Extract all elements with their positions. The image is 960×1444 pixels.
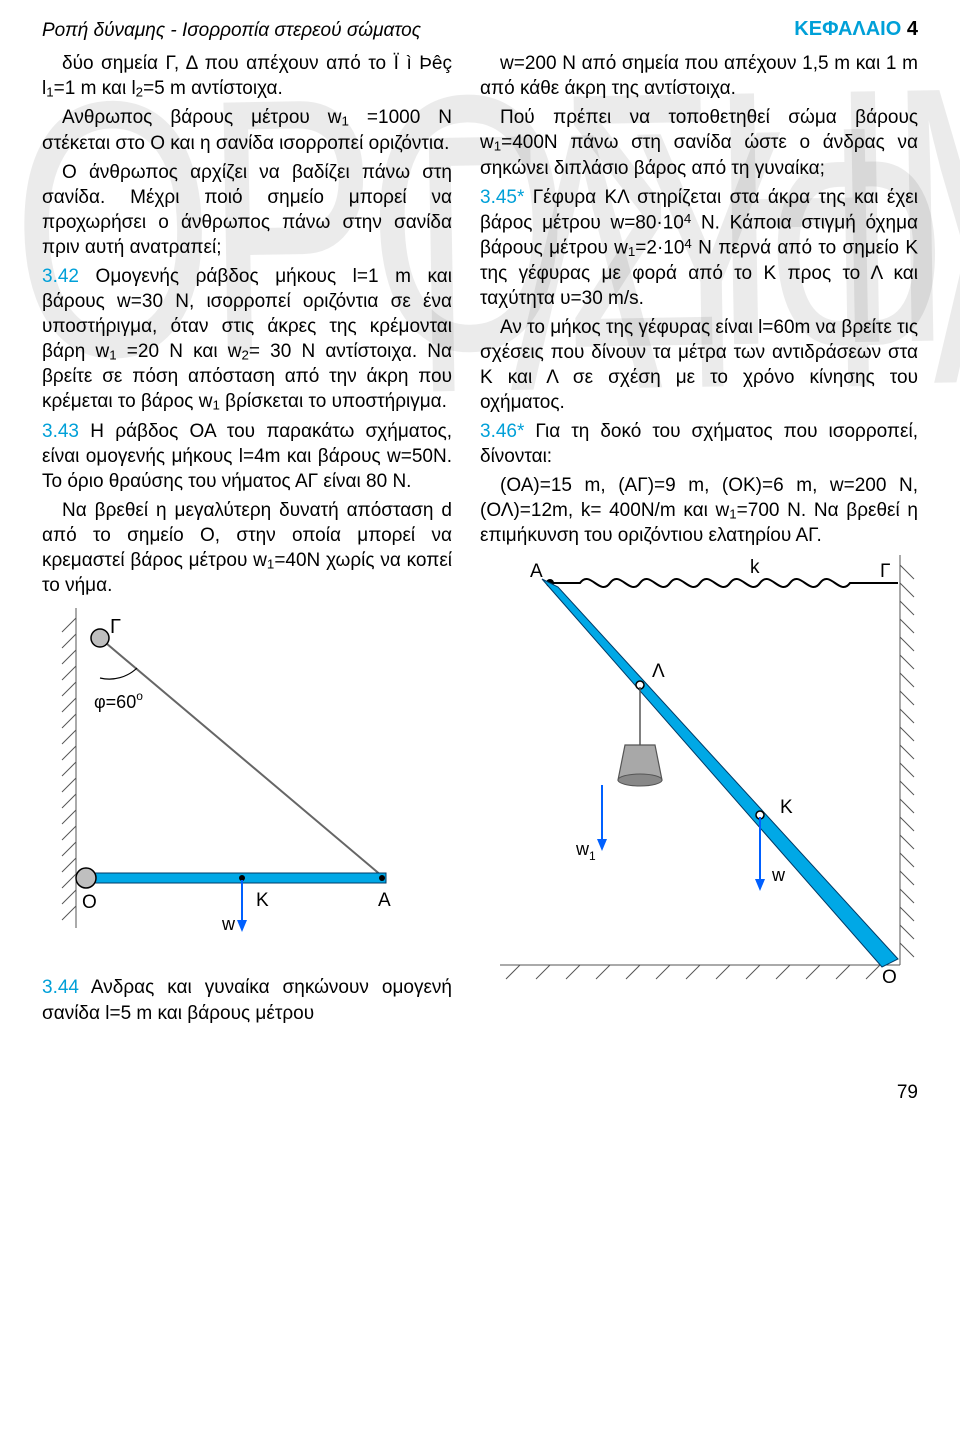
label-K: Κ — [780, 797, 793, 818]
t: =1 m και l — [54, 78, 136, 99]
label-A: A — [378, 890, 391, 911]
t: Η ράβδος ΟΑ του παρακάτω σχήματος, είναι… — [42, 421, 452, 492]
label-O: Ο — [882, 967, 897, 985]
label-w: w — [771, 865, 786, 885]
q-number: 3.46* — [480, 421, 524, 442]
label-K: K — [256, 890, 269, 911]
q345-e: Αν το μήκος της γέφυρας είναι l=60m να β… — [480, 315, 918, 415]
t: βρίσκεται το υποστήριγμα. — [220, 391, 447, 412]
chapter-number: 4 — [907, 18, 918, 40]
label-gamma: Γ — [110, 616, 121, 638]
two-column-body: ΟΡΟΣΗΜΟ ΓΛΥΦΑΔΑΣ δύο σημεία Γ, Δ που απέ… — [42, 51, 918, 1030]
running-head: Ροπή δύναμης - Ισορροπία στερεού σώματος — [42, 18, 918, 43]
left-para-1: δύο σημεία Γ, Δ που απέχουν από το Ï ì Þ… — [42, 51, 452, 101]
page: Ροπή δύναμης - Ισορροπία στερεού σώματος… — [0, 0, 960, 1145]
left-para-2: Ανθρωπος βάρους μέτρου w1 =1000 Ν στέκετ… — [42, 105, 452, 155]
t: =5 m αντίστοιχα. — [143, 78, 283, 99]
label-w1: w1 — [575, 839, 596, 863]
t: Για τη δοκό του σχήματος που ισορροπεί, … — [480, 421, 918, 467]
t: =400Ν πάνω στη σανίδα ώστε ο άνδρας να σ… — [480, 132, 918, 178]
q-number: 3.44 — [42, 977, 79, 998]
q346-b: (ΟΑ)=15 m, (ΑΓ)=9 m, (ΟΚ)=6 m, w=200 N, … — [480, 473, 918, 548]
figure-right: A k Γ Ο Λ — [480, 555, 918, 992]
q346: 3.46* Για τη δοκό του σχήματος που ισορρ… — [480, 419, 918, 469]
label-Lambda: Λ — [652, 661, 665, 682]
figure-left-svg: Γ φ=60ο O K w A — [42, 608, 412, 938]
label-w: w — [221, 914, 236, 934]
chapter-label: ΚΕΦΑΛΑΙΟ 4 — [794, 16, 918, 42]
page-number: 79 — [42, 1080, 918, 1105]
q-number: 3.43 — [42, 421, 79, 442]
label-Gamma: Γ — [880, 561, 890, 582]
q343: 3.43 Η ράβδος ΟΑ του παρακάτω σχήματος, … — [42, 419, 452, 494]
right-para-1: w=200 Ν από σημεία που απέχουν 1,5 m και… — [480, 51, 918, 101]
label-O: O — [82, 892, 97, 913]
figure-right-svg: A k Γ Ο Λ — [480, 555, 920, 985]
label-k: k — [750, 557, 760, 578]
q-number: 3.42 — [42, 266, 79, 287]
left-column: δύο σημεία Γ, Δ που απέχουν από το Ï ì Þ… — [42, 51, 452, 1030]
q343-b: Να βρεθεί η μεγαλύτερη δυνατή απόσταση d… — [42, 498, 452, 598]
q345: 3.45* Γέφυρα ΚΛ στηρίζεται στα άκρα της … — [480, 185, 918, 311]
q342: 3.42 Ομογενής ράβδος μήκους l=1 m και βά… — [42, 264, 452, 415]
q-number: 3.45* — [480, 187, 524, 208]
right-column: w=200 Ν από σημεία που απέχουν 1,5 m και… — [480, 51, 918, 1030]
t: =20 Ν και w — [117, 341, 242, 362]
t: Ανδρας και γυναίκα σηκώνουν ομογενή σανί… — [42, 977, 452, 1023]
chapter-word: ΚΕΦΑΛΑΙΟ — [794, 18, 901, 40]
q344: 3.44 Ανδρας και γυναίκα σηκώνουν ομογενή… — [42, 975, 452, 1025]
left-para-3: Ο άνθρωπος αρχίζει να βαδίζει πάνω στη σ… — [42, 160, 452, 260]
right-para-2: Πού πρέπει να τοποθετηθεί σώμα βάρους w1… — [480, 105, 918, 180]
t: =2·10 — [635, 237, 684, 258]
label-phi: φ=60ο — [94, 689, 143, 712]
t: Ανθρωπος βάρους μέτρου w — [62, 107, 342, 128]
label-A: A — [530, 561, 543, 582]
figure-left: Γ φ=60ο O K w A — [42, 608, 452, 945]
